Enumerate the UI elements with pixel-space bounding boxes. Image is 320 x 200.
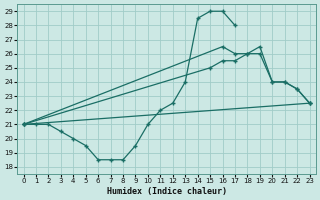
X-axis label: Humidex (Indice chaleur): Humidex (Indice chaleur) [107,187,227,196]
